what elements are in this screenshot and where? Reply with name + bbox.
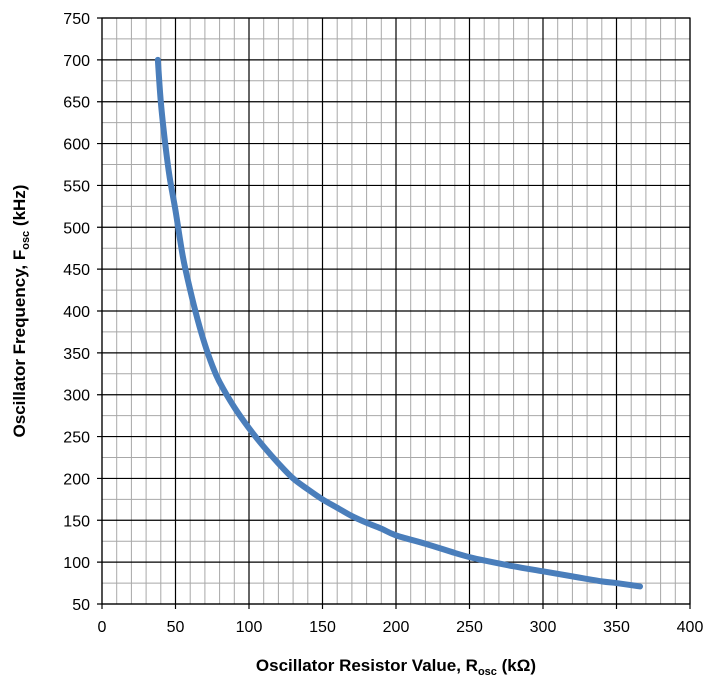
x-axis-title-main: Oscillator Resistor Value, R [256, 656, 478, 675]
grid-lines [97, 17, 691, 609]
y-axis-title-unit: (kHz) [10, 185, 29, 231]
y-tick-label: 250 [63, 430, 90, 447]
y-tick-label: 500 [63, 220, 90, 237]
series-line [154, 56, 644, 590]
x-axis-title-unit: (kΩ) [497, 656, 536, 675]
y-tick-label: 750 [63, 11, 90, 28]
x-tick-label: 0 [98, 619, 107, 636]
y-tick-label: 450 [63, 262, 90, 279]
y-tick-label: 200 [63, 471, 90, 488]
y-tick-label: 50 [72, 597, 90, 614]
y-tick-label: 600 [63, 137, 90, 154]
y-tick-label: 100 [63, 555, 90, 572]
y-axis-title: Oscillator Frequency, Fosc (kHz) [10, 185, 32, 438]
y-axis-title-subscript: osc [20, 231, 32, 250]
x-axis-tick-labels: 0 50 100 150 200 250 300 350 400 [98, 619, 704, 636]
y-tick-label: 150 [63, 513, 90, 530]
x-tick-label: 400 [677, 619, 704, 636]
x-tick-label: 250 [456, 619, 483, 636]
series-layer [154, 56, 644, 590]
x-tick-label: 150 [309, 619, 336, 636]
y-tick-label: 550 [63, 178, 90, 195]
y-tick-label: 400 [63, 304, 90, 321]
x-tick-label: 100 [236, 619, 263, 636]
x-tick-label: 350 [603, 619, 630, 636]
y-axis-tick-labels: 50 100 150 200 250 300 350 400 450 500 550 600 650 70… [63, 11, 90, 614]
y-tick-label: 700 [63, 53, 90, 70]
plot-area-frame [101, 17, 691, 605]
x-tick-label: 50 [167, 619, 185, 636]
x-tick-label: 300 [530, 619, 557, 636]
x-axis-title-subscript: osc [478, 666, 497, 678]
y-tick-label: 650 [63, 95, 90, 112]
x-tick-label: 200 [383, 619, 410, 636]
y-axis-title-main: Oscillator Frequency, F [10, 250, 29, 438]
x-axis-title: Oscillator Resistor Value, Rosc (kΩ) [256, 656, 536, 678]
y-tick-label: 300 [63, 388, 90, 405]
y-tick-label: 350 [63, 346, 90, 363]
